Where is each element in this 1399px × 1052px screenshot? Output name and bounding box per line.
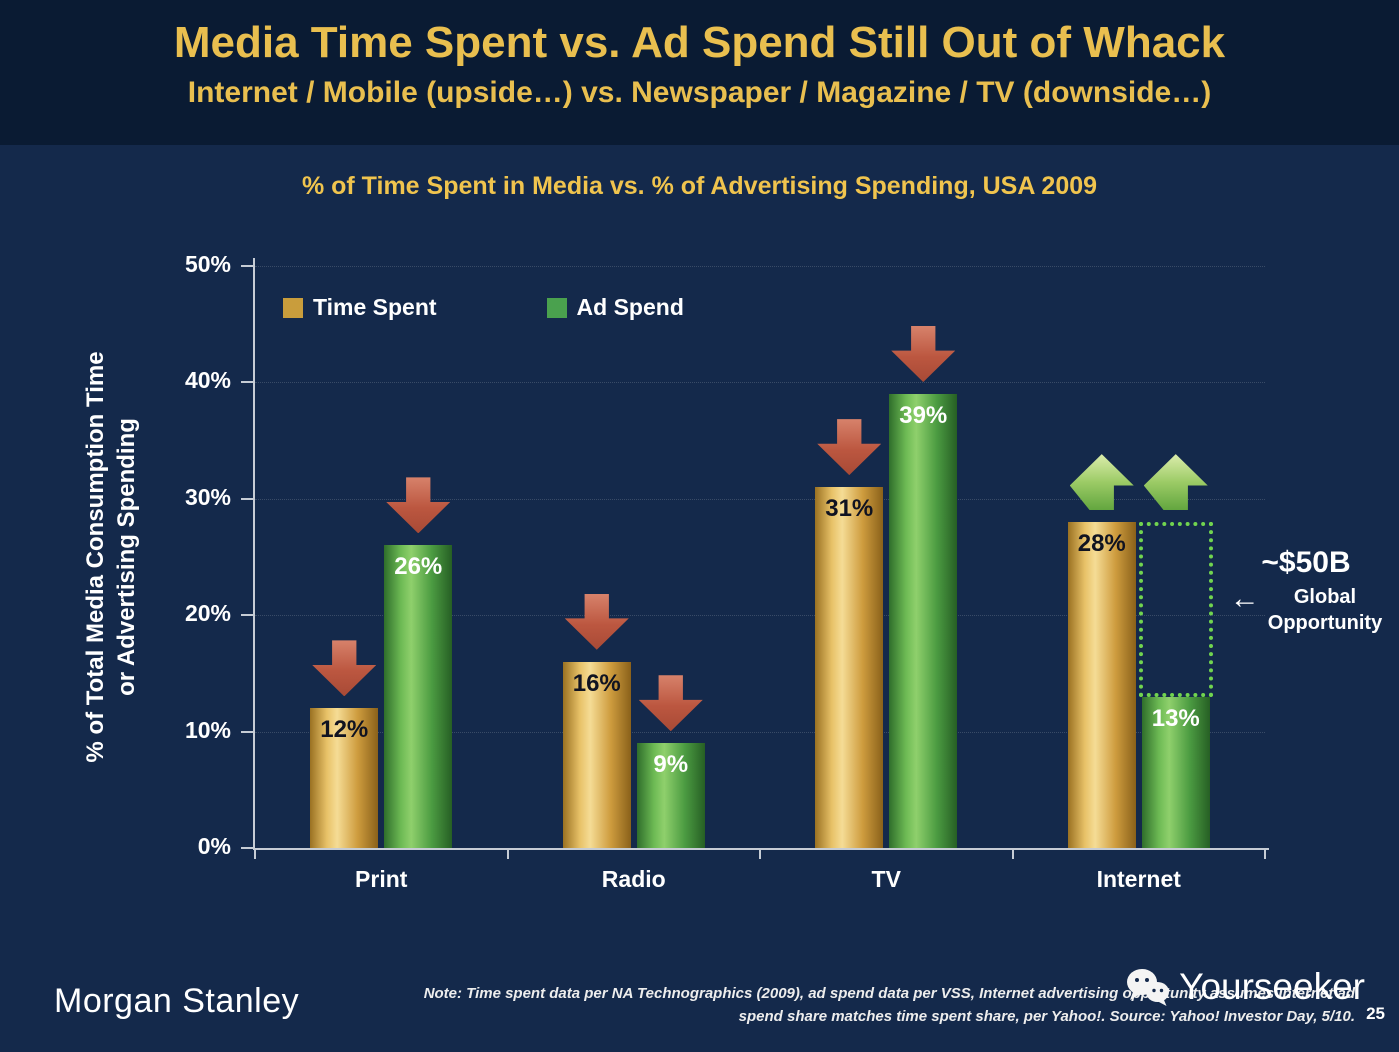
x-category-label: TV: [871, 866, 901, 892]
y-axis-label-line1: % of Total Media Consumption Time: [82, 351, 109, 763]
legend-label-ad-spend: Ad Spend: [576, 294, 684, 320]
x-tick-mark: [254, 850, 256, 859]
bar-ad-spend-radio: 9%: [636, 743, 705, 848]
bar-time-spent-print: 12%: [310, 708, 379, 848]
y-axis-label-line2: or Advertising Spending: [113, 418, 140, 696]
up-arrow-icon: [1069, 454, 1134, 511]
y-tick-label: 30%: [184, 483, 231, 510]
legend-item-time-spent: Time Spent: [283, 294, 437, 321]
gridline: [255, 266, 1265, 267]
bar-value-label: 9%: [653, 751, 689, 779]
morgan-stanley-logo: Morgan Stanley: [54, 982, 300, 1020]
bar-value-label: 12%: [320, 716, 369, 744]
bar-ad-spend-internet: 13%: [1141, 696, 1210, 848]
left-arrow-icon: ←: [1229, 582, 1260, 615]
legend-item-ad-spend: Ad Spend: [546, 294, 684, 321]
bar-ad-spend-tv: 39%: [889, 394, 958, 848]
up-arrow-icon: [1143, 454, 1208, 511]
opportunity-label-row: ← Global Opportunity: [1216, 584, 1396, 636]
down-arrow-icon: [564, 593, 629, 650]
x-axis-line: [253, 848, 1269, 850]
legend-label-time-spent: Time Spent: [313, 294, 437, 320]
bar-value-label: 28%: [1077, 530, 1126, 558]
watermark-text: Yourseeker: [1179, 966, 1365, 1007]
y-tick-mark: [241, 265, 253, 267]
bar-value-label: 31%: [825, 495, 874, 523]
x-tick-mark: [759, 850, 761, 859]
chart-title: % of Time Spent in Media vs. % of Advert…: [301, 172, 1098, 200]
y-tick-mark: [241, 497, 253, 500]
opportunity-label: Global Opportunity: [1268, 584, 1382, 636]
y-axis-label: % of Total Media Consumption Time or Adv…: [80, 277, 144, 837]
gridline: [255, 498, 1265, 500]
watermark: Yourseeker: [1125, 966, 1365, 1008]
x-category-label: Internet: [1096, 866, 1181, 892]
bar-value-label: 26%: [394, 553, 443, 581]
x-category-label: Print: [355, 866, 408, 892]
x-tick-mark: [506, 850, 509, 859]
page-number: 25: [1366, 1004, 1385, 1023]
y-tick-mark: [241, 847, 253, 849]
down-arrow-icon: [891, 326, 956, 383]
y-tick-label: 0%: [197, 833, 231, 859]
opportunity-annotation: ~$50B ← Global Opportunity: [1216, 546, 1396, 636]
gridline: [255, 615, 1265, 617]
y-tick-label: 40%: [184, 367, 231, 394]
slide-header: [0, 0, 1399, 145]
y-tick-label: 50%: [184, 251, 231, 277]
gridline: [255, 731, 1265, 733]
chat-bubbles-icon: [1127, 969, 1170, 1006]
bar-time-spent-radio: 16%: [562, 661, 631, 848]
x-tick-mark: [1011, 850, 1014, 859]
down-arrow-icon: [817, 419, 882, 476]
x-tick-mark: [1264, 850, 1266, 859]
y-tick-mark: [241, 730, 253, 733]
bar-ad-spend-print: 26%: [384, 545, 453, 848]
y-tick-mark: [241, 614, 253, 617]
chart-legend: Time Spent Ad Spend: [283, 294, 684, 321]
x-category-label: Radio: [601, 866, 666, 892]
y-tick-label: 10%: [184, 716, 231, 743]
bar-value-label: 39%: [899, 402, 948, 430]
source-note-line2: spend share matches time spent share, pe…: [738, 1008, 1355, 1025]
opportunity-dotted-box: [1138, 522, 1213, 697]
y-tick-label: 20%: [184, 600, 231, 627]
bar-time-spent-internet: 28%: [1067, 522, 1136, 848]
down-arrow-icon: [638, 675, 703, 732]
slide-subtitle: Internet / Mobile (upside…) vs. Newspape…: [187, 76, 1212, 109]
bar-value-label: 16%: [572, 669, 621, 697]
slide-title: Media Time Spent vs. Ad Spend Still Out …: [173, 18, 1226, 67]
down-arrow-icon: [386, 477, 451, 534]
bar-time-spent-tv: 31%: [815, 487, 884, 848]
gridline: [255, 382, 1265, 384]
time-spent-swatch-icon: [283, 297, 303, 318]
opportunity-label-line1: Global: [1293, 586, 1357, 608]
source-note-line1: Note: Time spent data per NA Technograph…: [423, 985, 1355, 1002]
plot-layer: 0% 10% 20% 30% 40% 50% Print Radio TV Internet 12%…: [185, 251, 1269, 892]
y-axis-line: [253, 258, 255, 850]
down-arrow-icon: [312, 640, 377, 697]
source-note: Note: Time spent data per NA Technograph…: [424, 982, 1355, 1028]
bar-value-label: 13%: [1151, 704, 1200, 732]
opportunity-label-line2: Opportunity: [1267, 612, 1383, 634]
opportunity-value: ~$50B: [1261, 546, 1351, 579]
ad-spend-swatch-icon: [546, 297, 567, 318]
y-tick-mark: [241, 381, 253, 384]
